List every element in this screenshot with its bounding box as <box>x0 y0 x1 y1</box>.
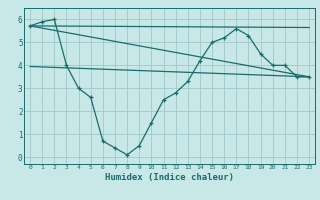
X-axis label: Humidex (Indice chaleur): Humidex (Indice chaleur) <box>105 173 234 182</box>
